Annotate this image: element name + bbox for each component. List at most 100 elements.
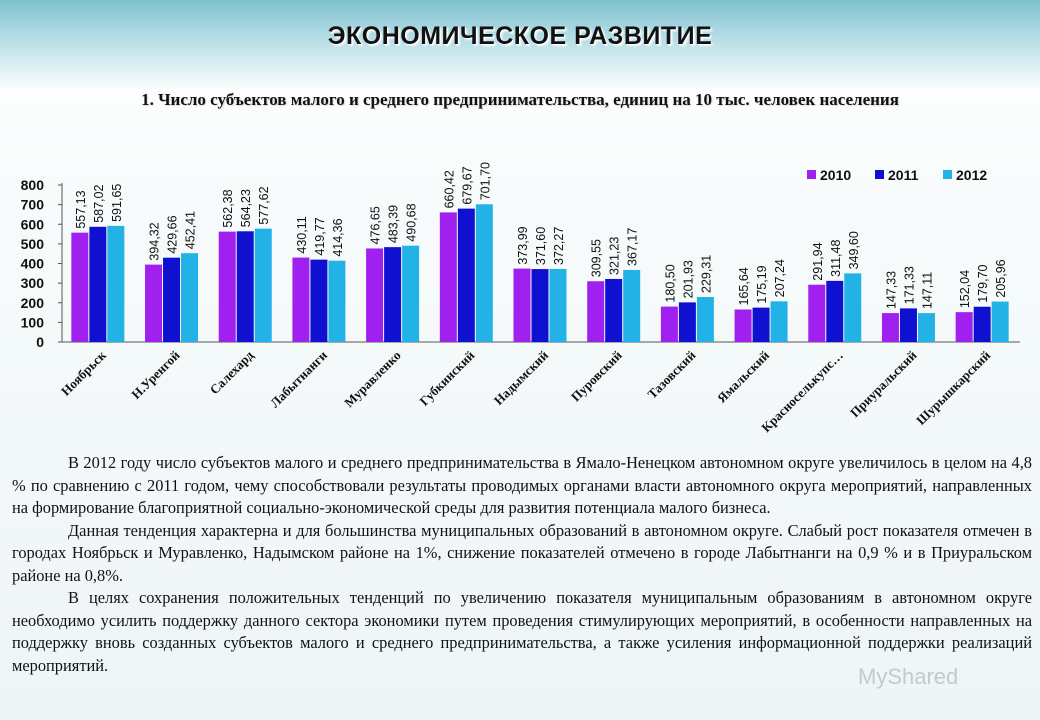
bar-chart: 0 100 200 300 400 500 600 700 800 557,13 587,02 591… [21,162,1020,436]
bar-value-label: 591,65 [110,184,124,222]
bar-2011 [973,306,991,342]
x-category-label: Красноселькупс… [758,348,846,436]
bar-2010 [881,313,899,342]
paragraph-2: Данная тенденция характерна и для больши… [12,520,1032,585]
bar-2012 [254,228,272,342]
bar-value-label: 483,39 [387,205,401,243]
bar-2012 [107,225,125,342]
bar-2011 [457,208,475,342]
bar-2010 [145,264,163,342]
bar-2010 [734,309,752,342]
bar-value-label: 207,24 [773,259,787,297]
bar-2011 [752,307,770,342]
bar-2010 [513,268,531,342]
bar-value-label: 660,42 [442,170,456,208]
chart-title: 1. Число субъектов малого и среднего пре… [141,90,899,109]
bar-2010 [366,248,384,342]
bar-2012 [549,268,567,342]
bar-value-label: 577,62 [257,186,271,224]
bar-2012 [328,260,346,342]
bar-2011 [163,257,181,342]
x-category-label: Губкинский [416,347,477,408]
watermark-logo: MyShared [858,664,959,689]
bar-value-label: 373,99 [516,226,530,264]
bar-2010 [660,306,678,342]
bar-value-label: 557,13 [74,190,88,228]
legend-label-2011: 2011 [888,167,919,183]
bar-2011 [236,231,254,342]
bar-2011 [605,278,623,342]
bar-2011 [89,226,107,342]
bar-2010 [808,284,826,342]
x-category-label: Ноябрьск [58,347,109,398]
legend-label-2010: 2010 [820,167,851,183]
bar-value-label: 371,60 [534,227,548,265]
paragraph-3: В целях сохранения положительных тенденц… [12,588,1032,675]
y-tick-label: 400 [21,256,45,272]
bar-2012 [844,273,862,342]
y-tick-label: 0 [36,334,44,350]
bar-value-label: 367,17 [626,228,640,266]
bar-2010 [955,312,973,342]
y-tick-label: 100 [21,314,45,330]
y-tick-label: 200 [21,295,45,311]
bar-2010 [71,232,89,342]
bar-2011 [826,280,844,342]
bar-2010 [587,281,605,342]
bar-value-label: 201,93 [681,260,695,298]
bar-value-label: 180,50 [663,264,677,302]
bar-2011 [310,259,328,342]
bar-value-label: 372,27 [552,227,566,265]
x-category-label: Н.Уренгой [128,347,183,402]
bar-value-label: 309,55 [590,239,604,277]
bar-value-label: 179,70 [976,264,990,302]
x-category-label: Муравленко [341,348,404,411]
bar-2011 [678,302,696,342]
description-text: В 2012 году число субъектов малого и сре… [12,452,1032,677]
bar-2011 [384,247,402,342]
header-banner [0,0,1040,92]
x-category-label: Салехард [207,347,257,397]
x-category-label: Приуральский [847,347,920,420]
bar-value-label: 175,19 [755,265,769,303]
bar-2012 [623,269,641,342]
bar-2012 [770,301,788,342]
legend-swatch-2010 [807,170,816,179]
bar-value-label: 452,41 [184,211,198,249]
legend-label-2012: 2012 [956,167,987,183]
bar-2012 [402,245,420,342]
bar-value-label: 430,11 [295,216,309,253]
bar-value-label: 147,33 [884,271,898,309]
bar-2010 [439,212,457,342]
legend-swatch-2012 [943,170,952,179]
bar-value-label: 311,48 [829,240,843,277]
bar-2010 [218,231,236,342]
bar-value-label: 205,96 [994,259,1008,297]
bar-2012 [991,301,1009,342]
bar-value-label: 291,94 [811,242,825,280]
bar-value-label: 562,38 [221,189,235,227]
bar-value-label: 701,70 [478,162,492,200]
bar-value-label: 419,77 [313,217,327,255]
bar-value-label: 564,23 [239,189,253,227]
bar-value-label: 587,02 [92,185,106,223]
bar-value-label: 152,04 [958,270,972,308]
bar-value-label: 476,65 [369,206,383,244]
bar-value-label: 394,32 [148,222,162,260]
bar-value-label: 147,11 [920,272,934,309]
legend-swatch-2011 [875,170,884,179]
bar-2012 [917,313,935,342]
x-category-label: Ямальский [714,347,772,405]
x-category-label: Тазовский [644,347,699,402]
bar-value-label: 414,36 [331,218,345,256]
y-tick-label: 500 [21,236,45,252]
y-tick-label: 700 [21,197,45,213]
paragraph-1: В 2012 году число субъектов малого и сре… [12,453,1032,517]
y-tick-label: 800 [21,177,45,193]
bar-2011 [531,269,549,342]
x-category-label: Шурышкарский [913,347,994,428]
bar-value-label: 679,67 [460,166,474,204]
bar-value-label: 429,66 [166,215,180,253]
y-tick-label: 600 [21,216,45,232]
bar-value-label: 490,68 [405,203,419,241]
